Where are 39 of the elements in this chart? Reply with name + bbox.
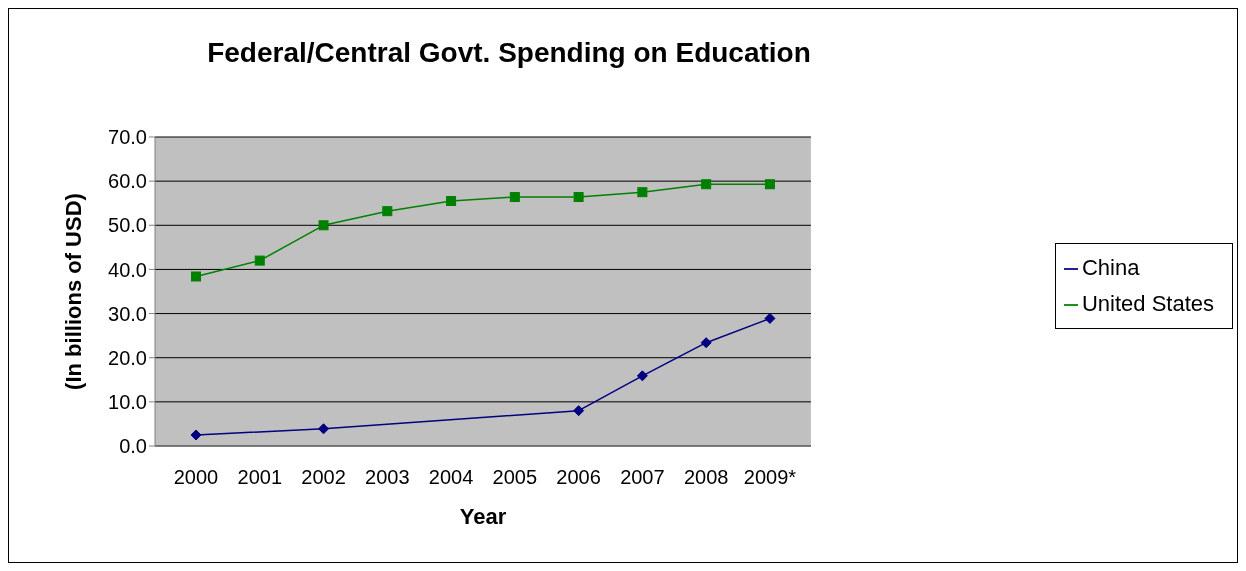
point: [318, 220, 329, 231]
chart-title: Federal/Central Govt. Spending on Education: [206, 37, 812, 69]
y-tick-label: 70.0: [108, 126, 147, 149]
x-tick-label: 2002: [301, 466, 346, 489]
x-tick-label: 2001: [237, 466, 283, 489]
y-tick-label: 10.0: [108, 390, 147, 413]
point: [509, 192, 520, 203]
x-axis-title: Year: [459, 504, 507, 529]
x-tick-label: 2000: [173, 466, 219, 489]
point: [700, 337, 712, 349]
point: [636, 370, 648, 382]
y-tick-label: 0.0: [119, 435, 147, 458]
y-axis-title: (In billions of USD): [60, 193, 86, 390]
point: [254, 255, 265, 266]
point: [190, 429, 202, 441]
point: [764, 312, 776, 324]
point: [191, 271, 201, 282]
x-tick-label: 2004: [428, 466, 474, 489]
x-tick-label: 2009*: [743, 466, 797, 489]
x-tick-label: 2007: [620, 466, 665, 489]
legend-label: China: [1081, 254, 1140, 280]
point: [764, 179, 775, 190]
point: [573, 405, 585, 417]
point: [446, 196, 457, 207]
point: [701, 179, 712, 190]
y-tick-label: 30.0: [108, 302, 147, 325]
legend-label: United States: [1081, 290, 1214, 316]
x-tick-label: 2005: [492, 466, 538, 489]
y-tick-label: 50.0: [108, 214, 147, 237]
y-tick-label: 20.0: [108, 346, 147, 369]
point: [573, 192, 584, 203]
point: [637, 187, 648, 198]
point: [382, 206, 393, 217]
y-tick-label: 60.0: [108, 170, 147, 193]
point: [318, 423, 330, 435]
x-tick-label: 2006: [556, 466, 601, 489]
y-tick-label: 40.0: [108, 258, 147, 281]
x-tick-label: 2003: [365, 466, 410, 489]
x-tick-label: 2008: [683, 466, 729, 489]
